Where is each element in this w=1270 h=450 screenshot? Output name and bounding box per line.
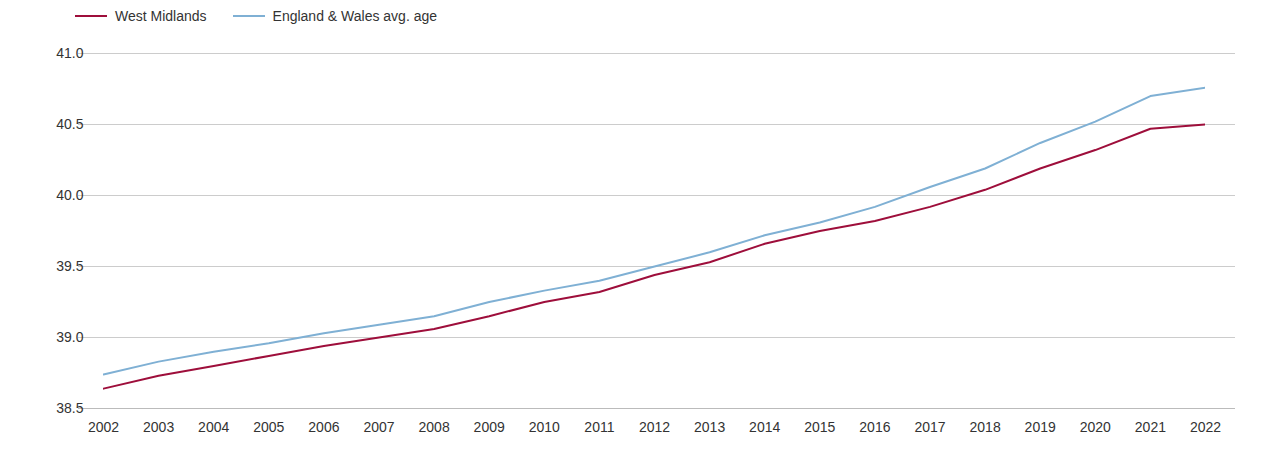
svg-text:2011: 2011: [584, 419, 614, 435]
svg-text:2010: 2010: [529, 419, 560, 435]
svg-text:40.0: 40.0: [56, 187, 83, 203]
svg-text:2013: 2013: [694, 419, 725, 435]
svg-text:2019: 2019: [1025, 419, 1056, 435]
svg-text:2014: 2014: [749, 419, 780, 435]
svg-text:2004: 2004: [198, 419, 229, 435]
svg-text:2017: 2017: [914, 419, 945, 435]
svg-text:2020: 2020: [1080, 419, 1111, 435]
html-text:England & Wales avg. age: England & Wales avg. age: [272, 8, 437, 24]
svg-text:2015: 2015: [804, 419, 835, 435]
svg-text:2002: 2002: [88, 419, 119, 435]
svg-text:2006: 2006: [308, 419, 339, 435]
svg-text:2009: 2009: [474, 419, 505, 435]
html-text:West Midlands: West Midlands: [115, 8, 207, 24]
svg-text:2005: 2005: [253, 419, 284, 435]
svg-text:2021: 2021: [1135, 419, 1166, 435]
svg-text:2018: 2018: [970, 419, 1001, 435]
svg-text:2016: 2016: [859, 419, 890, 435]
svg-text:40.5: 40.5: [56, 116, 83, 132]
svg-text:41.0: 41.0: [56, 45, 83, 61]
svg-text:2012: 2012: [639, 419, 670, 435]
svg-text:2003: 2003: [143, 419, 174, 435]
svg-text:2022: 2022: [1190, 419, 1221, 435]
svg-text:39.0: 39.0: [56, 329, 83, 345]
svg-text:2008: 2008: [419, 419, 450, 435]
svg-text:2007: 2007: [363, 419, 394, 435]
svg-text:39.5: 39.5: [56, 258, 83, 274]
svg-text:38.5: 38.5: [56, 400, 83, 416]
